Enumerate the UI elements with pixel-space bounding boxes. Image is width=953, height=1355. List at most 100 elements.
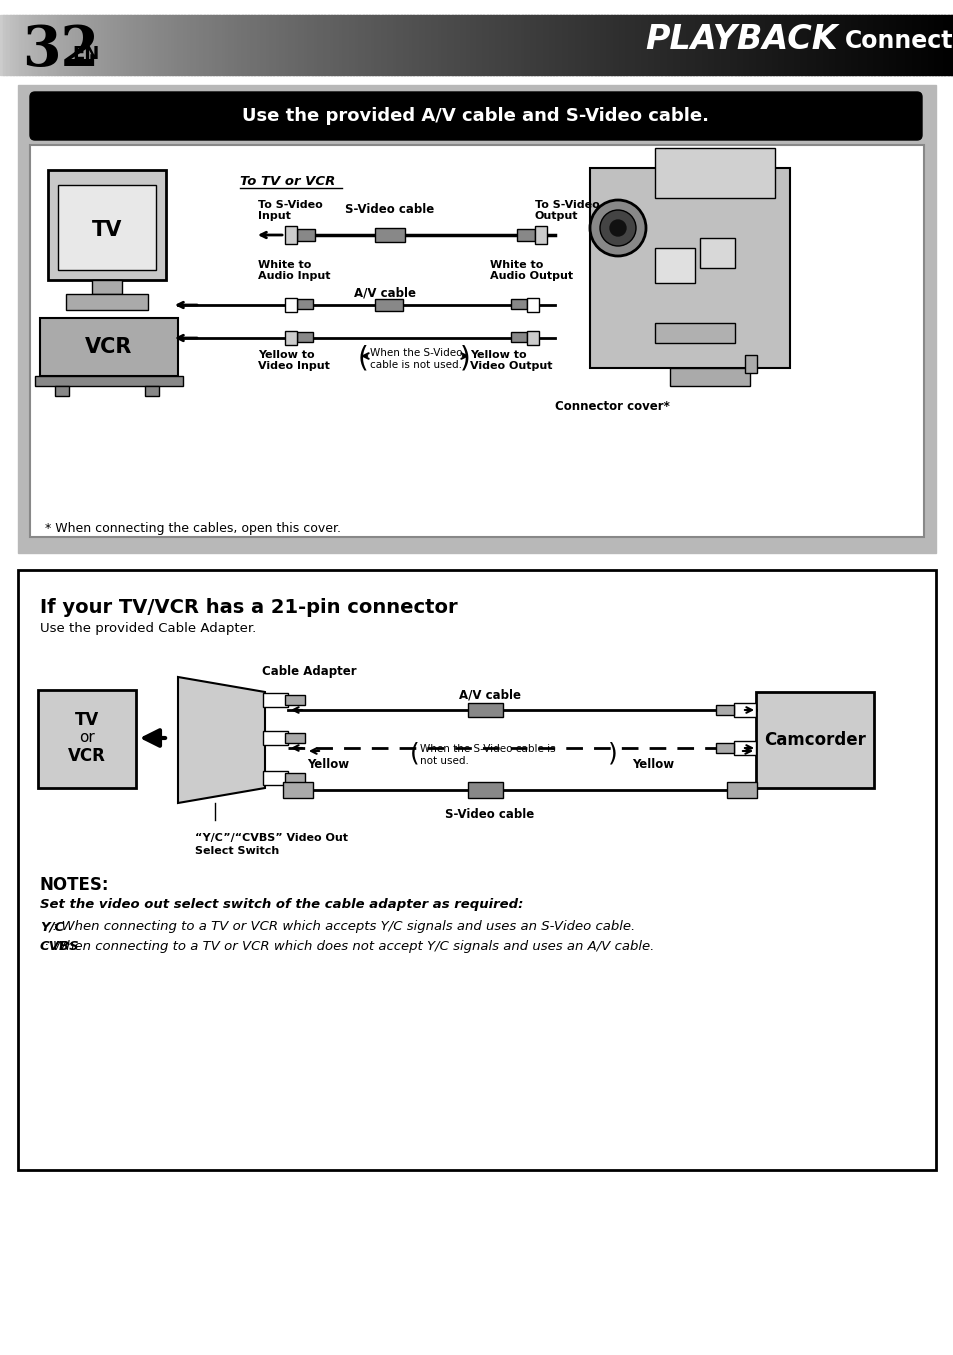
Text: “Y/C”/“CVBS” Video Out: “Y/C”/“CVBS” Video Out	[194, 833, 348, 843]
Circle shape	[599, 210, 636, 247]
Bar	[718, 15, 722, 75]
Bar	[588, 15, 592, 75]
Text: Video Output: Video Output	[470, 360, 552, 371]
Text: Set the video out select switch of the cable adapter as required:: Set the video out select switch of the c…	[40, 898, 523, 911]
Bar	[298, 15, 303, 75]
Text: or: or	[79, 730, 94, 745]
Bar	[669, 369, 749, 386]
Bar	[254, 15, 258, 75]
Bar	[943, 15, 947, 75]
Bar	[470, 15, 475, 75]
Text: ): )	[459, 346, 470, 373]
Bar	[48, 15, 51, 75]
Bar	[474, 15, 477, 75]
Bar	[607, 15, 611, 75]
Bar	[581, 15, 585, 75]
Bar	[794, 15, 799, 75]
Bar	[572, 15, 576, 75]
Bar	[883, 15, 887, 75]
Bar	[296, 299, 313, 309]
Bar	[305, 15, 309, 75]
Bar	[136, 15, 141, 75]
Bar	[426, 15, 430, 75]
Bar	[10, 15, 13, 75]
Bar	[296, 229, 314, 241]
Bar	[362, 15, 366, 75]
Bar	[127, 15, 132, 75]
Text: Video Input: Video Input	[257, 360, 330, 371]
Text: Yellow to: Yellow to	[470, 350, 526, 360]
Bar	[655, 148, 774, 198]
Text: Connections: Connections	[844, 28, 953, 53]
Bar	[0, 15, 4, 75]
Bar	[760, 15, 763, 75]
Bar	[283, 15, 287, 75]
Bar	[279, 15, 284, 75]
Bar	[839, 15, 842, 75]
Bar	[527, 15, 532, 75]
Text: Output: Output	[535, 211, 578, 221]
Bar	[511, 299, 526, 309]
Text: Use the provided Cable Adapter.: Use the provided Cable Adapter.	[40, 622, 256, 635]
Text: Audio Input: Audio Input	[257, 271, 330, 280]
Text: To S-Video: To S-Video	[535, 201, 599, 210]
Text: Use the provided A/V cable and S-Video cable.: Use the provided A/V cable and S-Video c…	[242, 107, 709, 125]
Bar	[791, 15, 795, 75]
Bar	[734, 15, 738, 75]
Bar	[775, 15, 780, 75]
Bar	[413, 15, 417, 75]
Bar	[48, 169, 166, 280]
Bar	[670, 15, 675, 75]
Bar	[600, 15, 604, 75]
Text: To S-Video: To S-Video	[257, 201, 322, 210]
Bar	[38, 690, 136, 789]
Bar	[531, 15, 535, 75]
Bar	[746, 15, 751, 75]
Bar	[422, 15, 427, 75]
Bar	[365, 15, 370, 75]
Bar	[803, 15, 808, 75]
Bar	[381, 15, 385, 75]
Bar	[432, 15, 436, 75]
Bar	[213, 15, 217, 75]
Bar	[727, 15, 732, 75]
Text: If your TV/VCR has a 21-pin connector: If your TV/VCR has a 21-pin connector	[40, 598, 457, 617]
Bar	[248, 15, 252, 75]
Text: Yellow: Yellow	[307, 757, 349, 771]
Bar	[578, 15, 582, 75]
Bar	[553, 15, 557, 75]
Bar	[403, 15, 408, 75]
Bar	[293, 15, 296, 75]
Bar	[639, 15, 642, 75]
Bar	[496, 15, 499, 75]
Bar	[594, 15, 598, 75]
Bar	[493, 15, 497, 75]
Bar	[636, 15, 639, 75]
Bar	[598, 15, 601, 75]
Bar	[908, 15, 913, 75]
Bar	[534, 15, 537, 75]
Bar	[117, 15, 122, 75]
Text: cable is not used.: cable is not used.	[370, 360, 461, 370]
Bar	[655, 248, 695, 283]
Bar	[498, 15, 503, 75]
Bar	[169, 15, 172, 75]
Bar	[285, 772, 305, 783]
Bar	[733, 703, 755, 717]
Text: TV: TV	[91, 220, 122, 240]
Bar	[877, 15, 881, 75]
Bar	[655, 322, 734, 343]
Bar	[375, 15, 379, 75]
Bar	[679, 15, 684, 75]
Bar	[226, 15, 230, 75]
Bar	[705, 15, 709, 75]
Bar	[369, 15, 373, 75]
Bar	[270, 15, 274, 75]
Bar	[285, 298, 296, 312]
Bar	[641, 15, 646, 75]
Bar	[416, 15, 420, 75]
Bar	[95, 15, 99, 75]
Bar	[505, 15, 509, 75]
Text: EN: EN	[71, 45, 99, 62]
Bar	[613, 15, 618, 75]
